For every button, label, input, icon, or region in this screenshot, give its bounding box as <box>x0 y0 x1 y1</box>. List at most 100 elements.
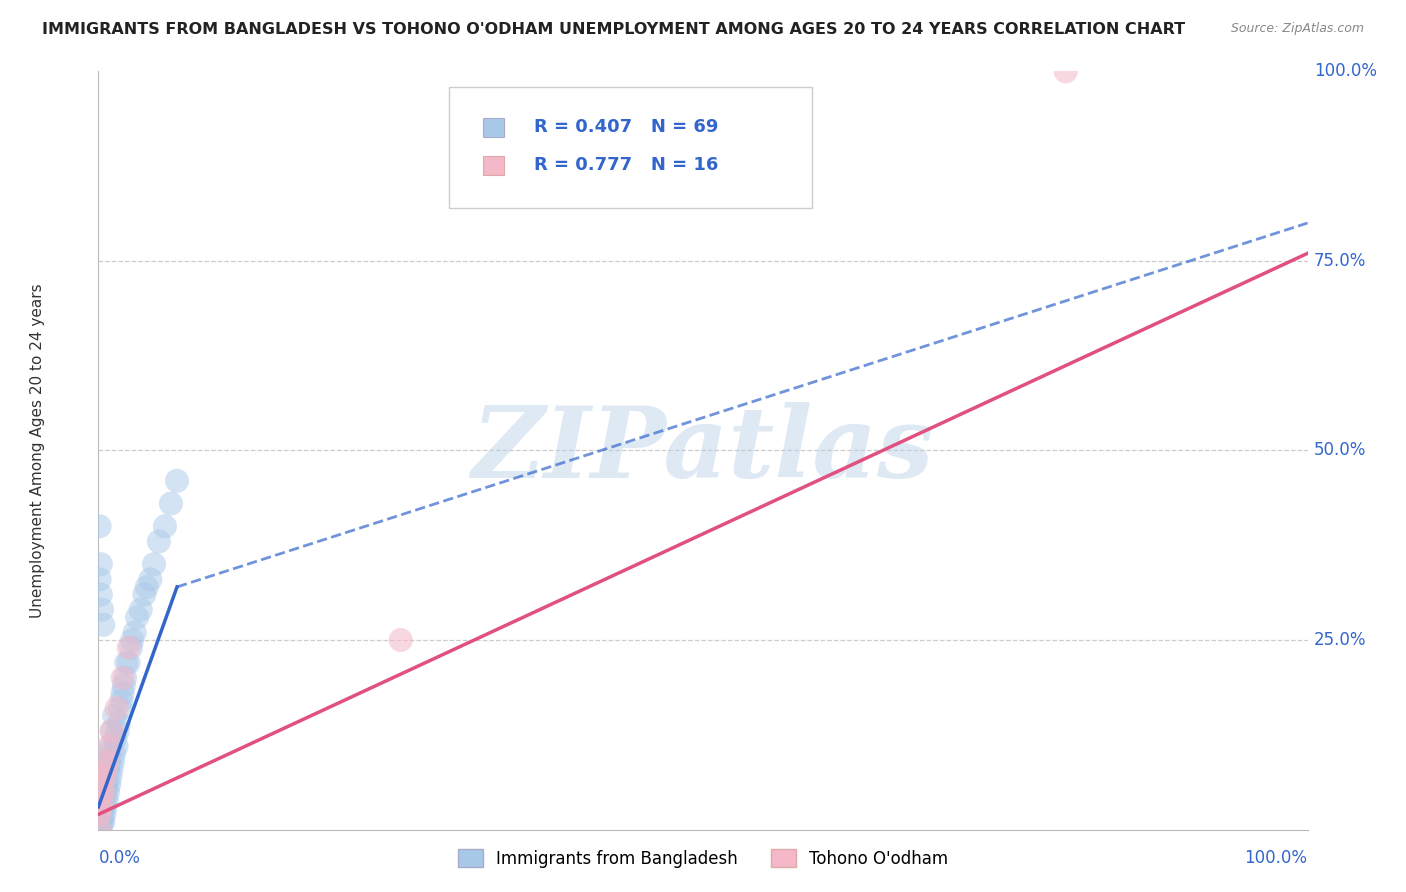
Point <box>91 792 114 806</box>
Text: IMMIGRANTS FROM BANGLADESH VS TOHONO O'ODHAM UNEMPLOYMENT AMONG AGES 20 TO 24 YE: IMMIGRANTS FROM BANGLADESH VS TOHONO O'O… <box>42 22 1185 37</box>
Point <box>148 534 170 549</box>
Point <box>135 580 157 594</box>
Point <box>166 474 188 488</box>
Point <box>89 800 111 814</box>
Point <box>91 815 114 830</box>
Point <box>91 785 114 799</box>
Point <box>100 762 122 776</box>
Point <box>89 807 111 822</box>
Point <box>93 807 115 822</box>
Text: 75.0%: 75.0% <box>1313 252 1367 270</box>
Text: Unemployment Among Ages 20 to 24 years: Unemployment Among Ages 20 to 24 years <box>31 283 45 618</box>
Point <box>121 633 143 648</box>
Point <box>90 800 112 814</box>
Point <box>101 755 124 769</box>
Point <box>96 747 118 761</box>
Point <box>90 785 112 799</box>
Point <box>115 656 138 670</box>
Point <box>89 822 111 837</box>
Point <box>160 496 183 510</box>
Point <box>105 739 128 753</box>
Point <box>105 701 128 715</box>
Point <box>1054 64 1077 78</box>
Point <box>90 800 112 814</box>
Point <box>103 708 125 723</box>
Point <box>153 519 176 533</box>
Point <box>94 800 117 814</box>
Point <box>96 777 118 791</box>
Point <box>111 686 134 700</box>
Point <box>100 739 122 753</box>
Legend: Immigrants from Bangladesh, Tohono O'odham: Immigrants from Bangladesh, Tohono O'odh… <box>451 843 955 874</box>
Point <box>94 785 117 799</box>
Point <box>139 573 162 587</box>
Point <box>93 777 115 791</box>
Text: 100.0%: 100.0% <box>1313 62 1376 80</box>
Point <box>91 603 114 617</box>
Point <box>91 800 114 814</box>
Point <box>91 785 114 799</box>
Point <box>98 777 121 791</box>
Point <box>100 724 122 739</box>
Point <box>108 716 131 731</box>
Point <box>90 822 112 837</box>
Point <box>110 694 132 708</box>
Point <box>143 557 166 572</box>
Point <box>91 769 114 784</box>
FancyBboxPatch shape <box>449 87 811 208</box>
Point <box>134 588 156 602</box>
Text: Source: ZipAtlas.com: Source: ZipAtlas.com <box>1230 22 1364 36</box>
Point <box>91 769 114 784</box>
Point <box>114 671 136 685</box>
Point <box>107 724 129 739</box>
Point <box>96 792 118 806</box>
Text: 100.0%: 100.0% <box>1244 848 1308 866</box>
Point <box>90 807 112 822</box>
Point <box>89 519 111 533</box>
Point <box>127 610 149 624</box>
Point <box>90 815 112 830</box>
Point <box>91 777 114 791</box>
Point <box>96 755 118 769</box>
Point <box>91 785 114 799</box>
Point <box>94 762 117 776</box>
Point <box>89 573 111 587</box>
Point <box>108 701 131 715</box>
Point <box>91 815 114 830</box>
Point <box>90 557 112 572</box>
Point <box>389 633 412 648</box>
Point <box>111 671 134 685</box>
Point <box>93 792 115 806</box>
Point <box>98 755 121 769</box>
FancyBboxPatch shape <box>482 118 503 137</box>
Point <box>118 656 141 670</box>
Point <box>91 617 114 632</box>
Point <box>129 603 152 617</box>
Point <box>100 724 122 739</box>
Text: 50.0%: 50.0% <box>1313 442 1367 459</box>
Point <box>94 762 117 776</box>
Text: 25.0%: 25.0% <box>1313 631 1367 649</box>
Point <box>98 739 121 753</box>
Point <box>103 747 125 761</box>
Point <box>97 785 120 799</box>
Point <box>104 731 127 746</box>
Point <box>91 807 114 822</box>
Point <box>93 769 115 784</box>
Point <box>120 640 142 655</box>
Point <box>97 762 120 776</box>
Point <box>90 588 112 602</box>
Point <box>89 822 111 837</box>
FancyBboxPatch shape <box>482 155 503 175</box>
Point <box>112 678 135 692</box>
Point <box>124 625 146 640</box>
Text: R = 0.777   N = 16: R = 0.777 N = 16 <box>534 156 718 174</box>
Text: R = 0.407   N = 69: R = 0.407 N = 69 <box>534 119 718 136</box>
Point <box>89 815 111 830</box>
Point <box>118 640 141 655</box>
Point <box>100 769 122 784</box>
Text: 0.0%: 0.0% <box>98 848 141 866</box>
Text: ZIPatlas: ZIPatlas <box>472 402 934 499</box>
Point <box>93 755 115 769</box>
Point <box>91 800 114 814</box>
